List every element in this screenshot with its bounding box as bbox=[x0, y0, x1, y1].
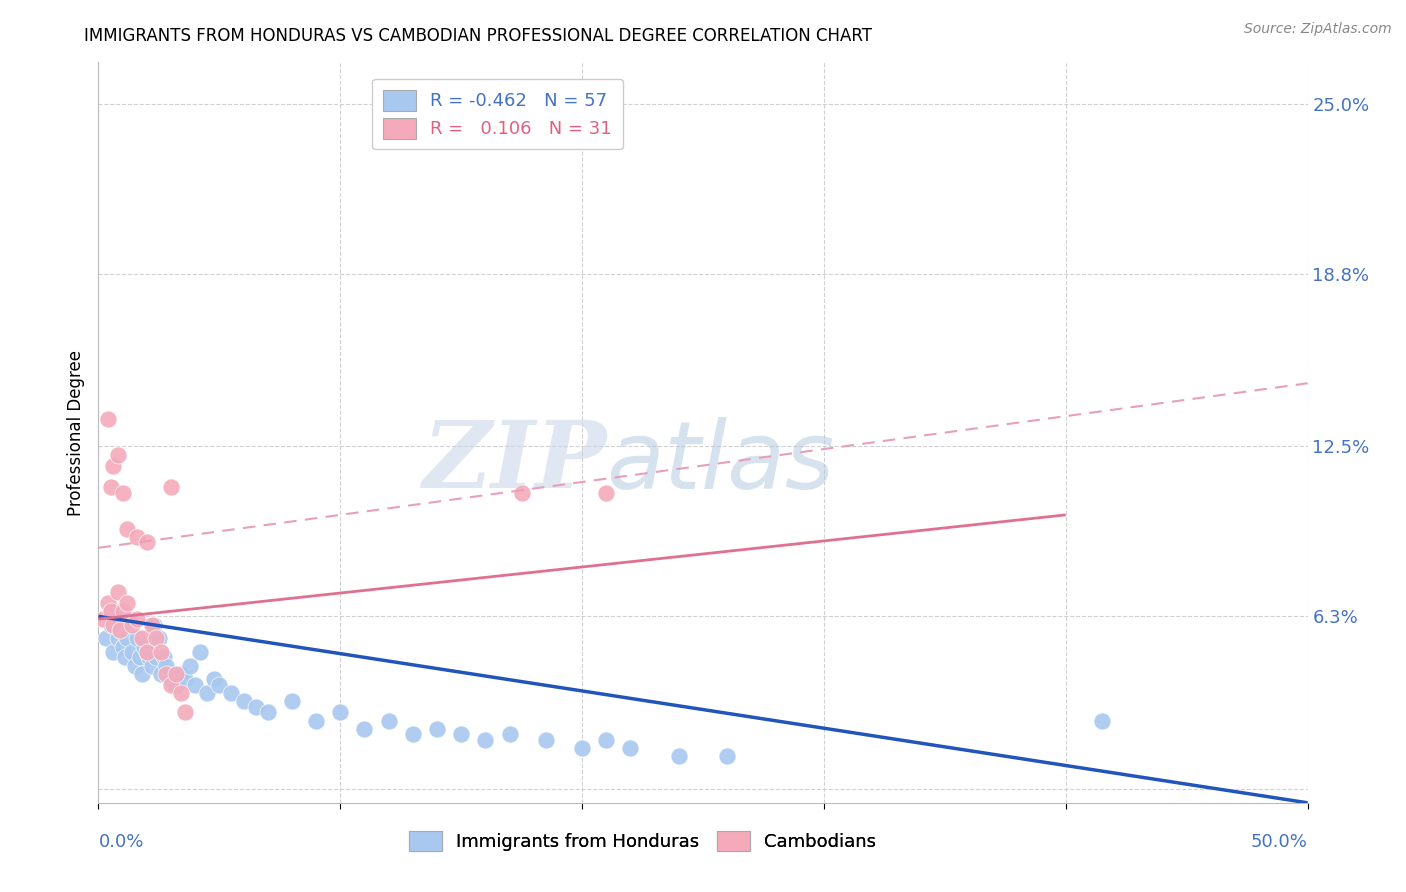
Point bbox=[97, 596, 120, 610]
Point bbox=[131, 632, 153, 646]
Legend: Immigrants from Honduras, Cambodians: Immigrants from Honduras, Cambodians bbox=[399, 822, 886, 861]
Point bbox=[668, 749, 690, 764]
Point bbox=[595, 486, 617, 500]
Point bbox=[107, 448, 129, 462]
Point bbox=[117, 596, 139, 610]
Point bbox=[104, 604, 127, 618]
Point bbox=[111, 640, 134, 654]
Point bbox=[188, 645, 211, 659]
Point bbox=[121, 645, 143, 659]
Point bbox=[101, 458, 124, 473]
Point bbox=[165, 667, 187, 681]
Point bbox=[474, 732, 496, 747]
Point bbox=[141, 658, 163, 673]
Point bbox=[141, 617, 163, 632]
Point bbox=[145, 632, 167, 646]
Point bbox=[143, 617, 166, 632]
Point bbox=[160, 480, 183, 494]
Point bbox=[353, 722, 375, 736]
Text: 0.0%: 0.0% bbox=[98, 833, 143, 851]
Text: ZIP: ZIP bbox=[422, 417, 606, 508]
Point bbox=[450, 727, 472, 741]
Point bbox=[111, 617, 134, 632]
Point bbox=[107, 584, 129, 599]
Point bbox=[111, 604, 134, 618]
Point bbox=[426, 722, 449, 736]
Point bbox=[107, 632, 129, 646]
Point bbox=[145, 650, 167, 665]
Point bbox=[127, 530, 149, 544]
Point bbox=[121, 617, 143, 632]
Text: Source: ZipAtlas.com: Source: ZipAtlas.com bbox=[1244, 22, 1392, 37]
Point bbox=[165, 678, 187, 692]
Point bbox=[305, 714, 328, 728]
Point bbox=[377, 714, 399, 728]
Point bbox=[97, 412, 120, 426]
Point bbox=[256, 706, 278, 720]
Point bbox=[152, 650, 174, 665]
Point bbox=[195, 686, 218, 700]
Point bbox=[118, 612, 141, 626]
Point bbox=[131, 667, 153, 681]
Point bbox=[127, 612, 149, 626]
Point bbox=[148, 632, 170, 646]
Point bbox=[150, 645, 173, 659]
Point bbox=[108, 623, 131, 637]
Point bbox=[127, 632, 149, 646]
Point bbox=[101, 645, 124, 659]
Point bbox=[134, 640, 156, 654]
Point bbox=[174, 673, 197, 687]
Y-axis label: Professional Degree: Professional Degree bbox=[66, 350, 84, 516]
Point bbox=[150, 667, 173, 681]
Point bbox=[108, 623, 131, 637]
Point bbox=[160, 673, 183, 687]
Point bbox=[100, 480, 122, 494]
Point bbox=[510, 486, 533, 500]
Point bbox=[117, 522, 139, 536]
Point bbox=[281, 694, 304, 708]
Text: atlas: atlas bbox=[606, 417, 835, 508]
Point bbox=[135, 645, 157, 659]
Point bbox=[329, 706, 352, 720]
Text: 50.0%: 50.0% bbox=[1251, 833, 1308, 851]
Point bbox=[101, 617, 124, 632]
Point bbox=[619, 741, 641, 756]
Point bbox=[155, 667, 177, 681]
Point bbox=[169, 686, 191, 700]
Point bbox=[100, 604, 122, 618]
Point bbox=[94, 632, 117, 646]
Point bbox=[174, 706, 197, 720]
Point bbox=[571, 741, 593, 756]
Point bbox=[135, 645, 157, 659]
Text: IMMIGRANTS FROM HONDURAS VS CAMBODIAN PROFESSIONAL DEGREE CORRELATION CHART: IMMIGRANTS FROM HONDURAS VS CAMBODIAN PR… bbox=[84, 27, 872, 45]
Point bbox=[716, 749, 738, 764]
Point bbox=[204, 673, 226, 687]
Point bbox=[100, 617, 122, 632]
Point bbox=[160, 678, 183, 692]
Point bbox=[208, 678, 231, 692]
Point bbox=[117, 632, 139, 646]
Point bbox=[169, 667, 191, 681]
Point bbox=[138, 650, 160, 665]
Point bbox=[184, 678, 207, 692]
Point bbox=[245, 699, 267, 714]
Point bbox=[155, 658, 177, 673]
Point bbox=[221, 686, 243, 700]
Point bbox=[91, 612, 114, 626]
Point bbox=[498, 727, 520, 741]
Point bbox=[124, 658, 146, 673]
Point bbox=[114, 650, 136, 665]
Point bbox=[402, 727, 425, 741]
Point bbox=[232, 694, 254, 708]
Point bbox=[128, 650, 150, 665]
Point bbox=[111, 486, 134, 500]
Point bbox=[595, 732, 617, 747]
Point bbox=[179, 658, 201, 673]
Point bbox=[534, 732, 557, 747]
Point bbox=[1091, 714, 1114, 728]
Point bbox=[135, 535, 157, 549]
